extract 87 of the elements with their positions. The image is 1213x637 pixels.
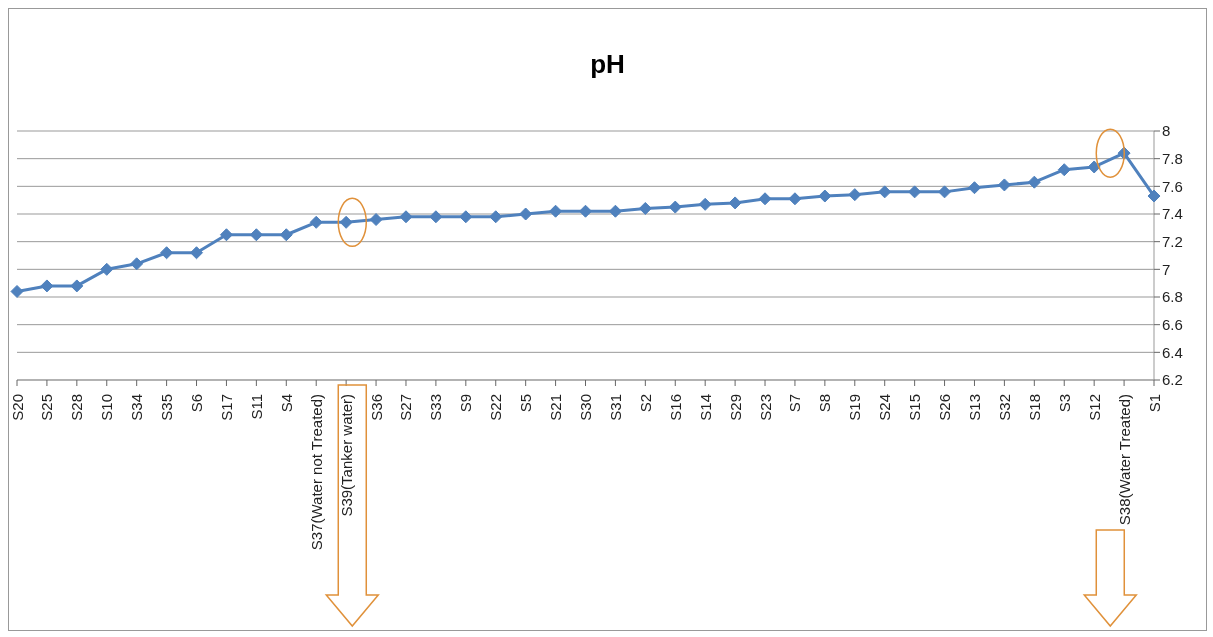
- point: [788, 192, 802, 206]
- point: [878, 185, 892, 199]
- x-tick-label: S36: [367, 394, 385, 421]
- point: [698, 197, 712, 211]
- x-tick-label: S14: [696, 394, 714, 421]
- x-tick-label: S28: [68, 394, 86, 421]
- x-tick-label: S11: [247, 394, 265, 420]
- x-tick-label: S8: [816, 394, 834, 413]
- x-tick-label: S20: [8, 394, 26, 421]
- x-tick-label: S29: [726, 394, 744, 421]
- point: [309, 215, 323, 229]
- x-tick-label: S16: [666, 394, 684, 421]
- y-tick-label: 6.8: [1162, 288, 1183, 306]
- x-tick-label: S1: [1145, 394, 1163, 413]
- point: [848, 188, 862, 202]
- x-tick-label: S25: [38, 394, 56, 421]
- y-tick-label: 6.6: [1162, 315, 1183, 333]
- x-tick-label: S6: [188, 394, 206, 413]
- x-tick-label: S24: [876, 394, 894, 421]
- x-tick-label: S5: [517, 394, 535, 413]
- point: [399, 210, 413, 224]
- point: [249, 228, 263, 242]
- y-tick-label: 6.2: [1162, 371, 1183, 389]
- x-tick-label: S12: [1085, 394, 1103, 421]
- point: [219, 228, 233, 242]
- x-tick-label: S32: [995, 394, 1013, 421]
- x-tick-label: S21: [547, 394, 565, 421]
- chart-title: pH: [589, 49, 626, 80]
- x-tick-label: S31: [606, 394, 624, 421]
- point: [1027, 175, 1041, 189]
- y-tick-label: 7.4: [1162, 205, 1183, 223]
- point: [459, 210, 473, 224]
- x-tick-label: S15: [906, 394, 924, 421]
- point: [429, 210, 443, 224]
- point: [668, 200, 682, 214]
- point: [519, 207, 533, 221]
- x-tick-label: S2: [636, 394, 654, 413]
- x-tick-label: S18: [1025, 394, 1043, 421]
- x-tick-label: S13: [965, 394, 983, 421]
- x-tick-label: S26: [936, 394, 954, 421]
- x-tick-label: S17: [217, 394, 235, 421]
- x-tick-label: S9: [457, 394, 475, 413]
- x-tick-label: S34: [128, 394, 146, 421]
- point: [160, 246, 174, 260]
- point: [818, 189, 832, 203]
- point: [967, 181, 981, 195]
- y-tick-label: 7.8: [1162, 149, 1183, 167]
- point: [489, 210, 503, 224]
- x-tick-label: S23: [756, 394, 774, 421]
- point: [190, 246, 204, 260]
- point: [1087, 160, 1101, 174]
- point: [369, 213, 383, 227]
- point: [10, 284, 24, 298]
- y-tick-label: 6.4: [1162, 343, 1183, 361]
- x-tick-label: S35: [158, 394, 176, 421]
- point: [130, 257, 144, 271]
- point: [908, 185, 922, 199]
- point: [100, 262, 114, 276]
- point: [1057, 163, 1071, 177]
- x-tick-label: S4: [277, 394, 295, 413]
- point: [758, 192, 772, 206]
- x-tick-label: S38(Water Treated): [1115, 394, 1133, 526]
- y-tick-label: 7.2: [1162, 232, 1183, 250]
- point: [279, 228, 293, 242]
- point: [40, 279, 54, 293]
- x-tick-label: S39(Tanker water): [337, 394, 355, 517]
- x-tick-label: S10: [98, 394, 116, 421]
- point: [549, 204, 563, 218]
- point: [728, 196, 742, 210]
- point: [70, 279, 84, 293]
- x-tick-label: S37(Water not Treated): [307, 394, 325, 551]
- y-tick-label: 7: [1162, 260, 1171, 278]
- point: [1147, 189, 1161, 203]
- x-tick-label: S30: [577, 394, 594, 421]
- point: [579, 204, 592, 218]
- x-tick-label: S27: [397, 394, 415, 421]
- x-tick-label: S19: [846, 394, 864, 421]
- x-tick-label: S3: [1055, 394, 1073, 413]
- point: [938, 185, 952, 199]
- point: [608, 204, 622, 218]
- x-tick-label: S22: [487, 394, 505, 421]
- point: [638, 201, 652, 215]
- x-tick-label: S33: [427, 394, 445, 421]
- point: [997, 178, 1011, 192]
- y-tick-label: 7.6: [1162, 177, 1183, 195]
- x-tick-label: S7: [786, 394, 804, 413]
- y-tick-label: 8: [1162, 122, 1171, 140]
